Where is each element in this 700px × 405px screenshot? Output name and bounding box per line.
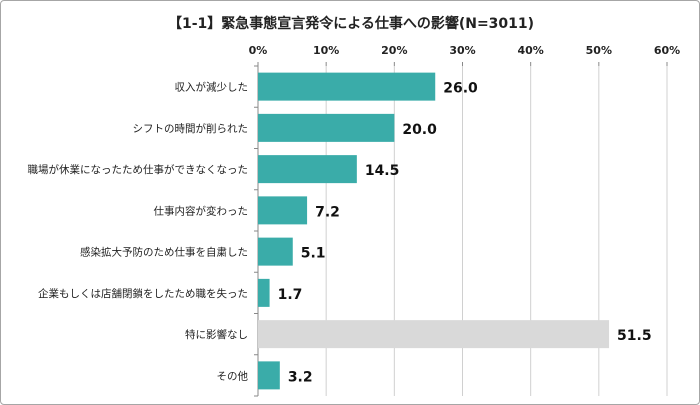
data-label: 1.7 bbox=[278, 287, 303, 303]
data-label: 51.5 bbox=[617, 328, 652, 344]
category-label: 収入が減少した bbox=[175, 81, 249, 94]
data-label: 7.2 bbox=[315, 204, 340, 220]
bar bbox=[258, 196, 308, 225]
x-tick-label: 40% bbox=[517, 44, 543, 57]
data-label: 3.2 bbox=[288, 369, 313, 385]
chart-title: 【1-1】緊急事態宣言発令による仕事への影響(N=3011) bbox=[167, 16, 535, 32]
x-tick-label: 50% bbox=[586, 44, 612, 57]
bar bbox=[258, 320, 610, 349]
data-label: 5.1 bbox=[301, 246, 326, 262]
x-tick-label: 30% bbox=[449, 44, 475, 57]
category-label: 企業もしくは店舗閉鎖をしたため職を失った bbox=[38, 287, 248, 300]
category-label: 職場が休業になったため仕事ができなくなった bbox=[28, 163, 249, 176]
bar bbox=[258, 361, 280, 390]
x-tick-label: 10% bbox=[313, 44, 339, 57]
x-tick-label: 20% bbox=[381, 44, 407, 57]
data-label: 26.0 bbox=[443, 81, 478, 97]
bar bbox=[258, 237, 293, 266]
category-label: 感染拡大予防のため仕事を自粛した bbox=[80, 246, 248, 259]
category-label: シフトの時間が削られた bbox=[133, 122, 249, 135]
data-label: 20.0 bbox=[402, 122, 437, 138]
bar bbox=[258, 113, 395, 142]
category-label: その他 bbox=[217, 369, 249, 382]
x-tick-label: 60% bbox=[654, 44, 680, 57]
x-tick-label: 0% bbox=[249, 44, 268, 57]
bar bbox=[258, 278, 270, 307]
category-label: 特に影響なし bbox=[185, 328, 248, 341]
bar bbox=[258, 72, 436, 101]
bar bbox=[258, 155, 357, 184]
category-label: 仕事内容が変わった bbox=[154, 204, 249, 217]
data-label: 14.5 bbox=[365, 163, 400, 179]
